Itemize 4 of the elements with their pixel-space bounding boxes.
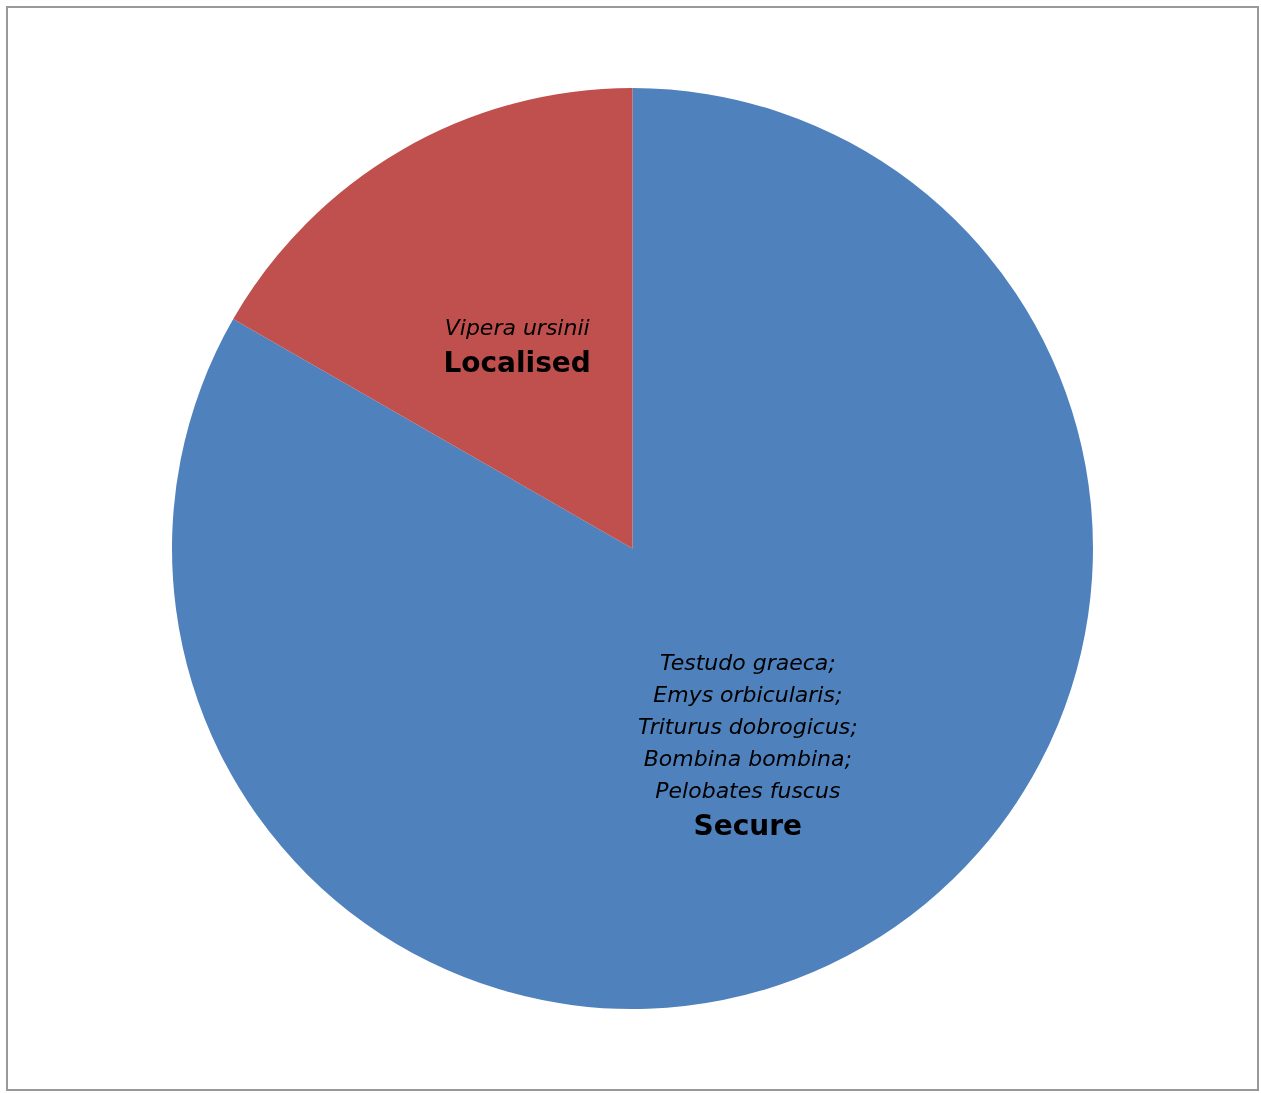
slice-label: Localised <box>443 346 591 380</box>
slice-label: Secure <box>693 809 803 843</box>
text: Testudo graeca; Emys orbicularis; Triturus dobrogicus; Bombina bombina; Pelobates fuscus <box>637 649 858 803</box>
text: Vipera ursinii <box>444 314 590 340</box>
